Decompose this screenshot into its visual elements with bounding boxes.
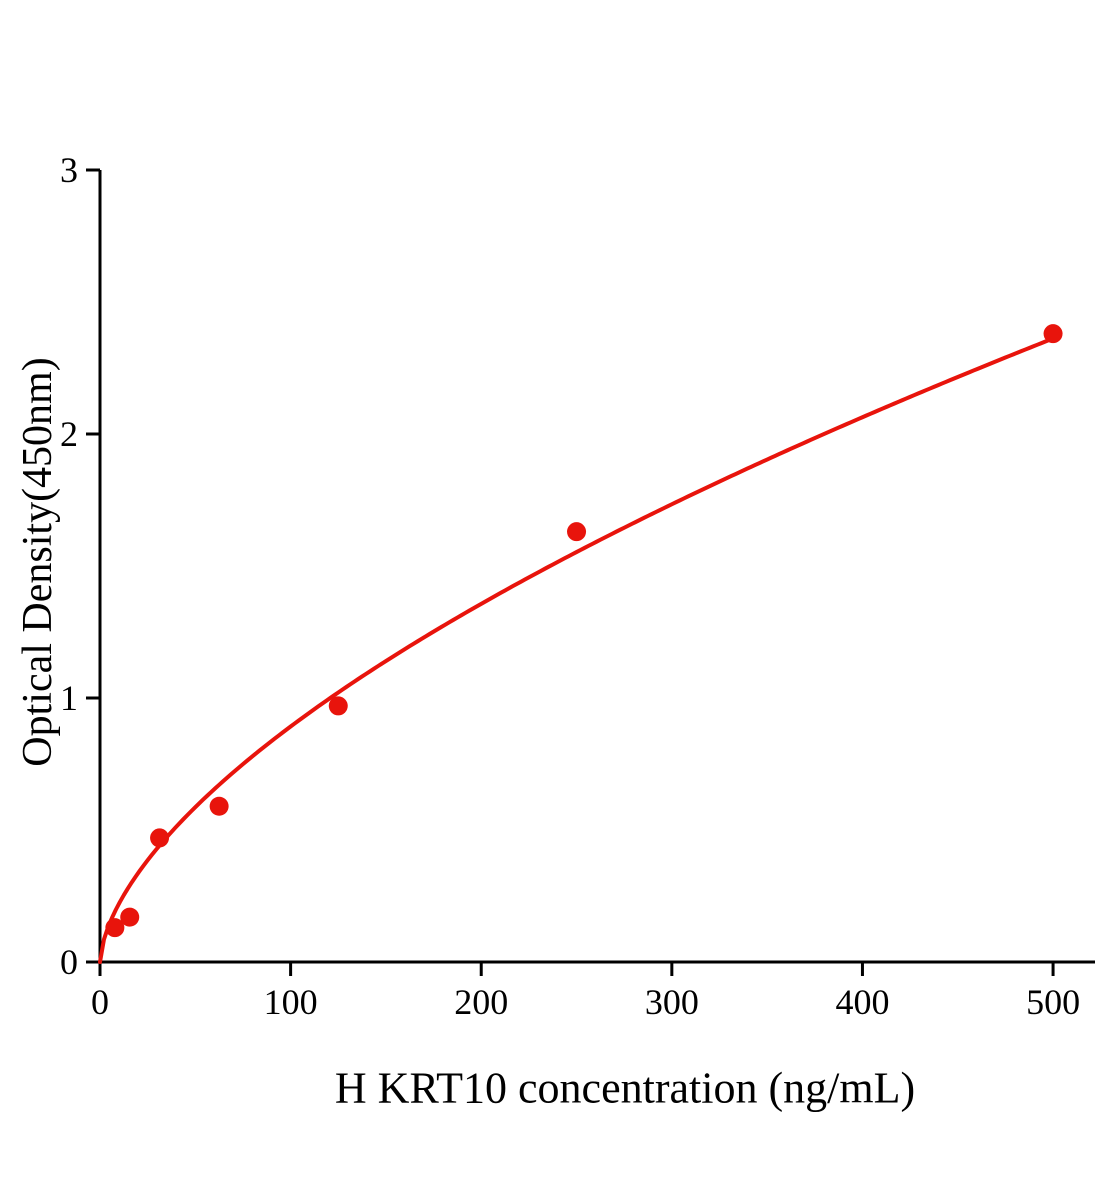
x-axis-title: H KRT10 concentration (ng/mL) (334, 1063, 916, 1113)
y-tick-label: 3 (60, 150, 78, 190)
data-point (209, 796, 229, 816)
y-tick-label: 0 (60, 942, 78, 982)
data-point (120, 907, 140, 927)
data-point (1043, 324, 1063, 344)
data-point (567, 522, 587, 542)
x-tick-label: 0 (91, 982, 109, 1022)
x-tick-label: 200 (454, 982, 508, 1022)
y-tick-label: 1 (60, 678, 78, 718)
data-point (328, 696, 348, 716)
y-axis-title: Optical Density(450nm) (15, 357, 61, 767)
data-point (150, 828, 170, 848)
x-tick-label: 500 (1026, 982, 1080, 1022)
x-tick-label: 100 (264, 982, 318, 1022)
x-tick-label: 300 (645, 982, 699, 1022)
x-tick-label: 400 (835, 982, 889, 1022)
y-tick-label: 2 (60, 414, 78, 454)
fit-curve (98, 336, 1056, 964)
data-point (105, 918, 125, 938)
